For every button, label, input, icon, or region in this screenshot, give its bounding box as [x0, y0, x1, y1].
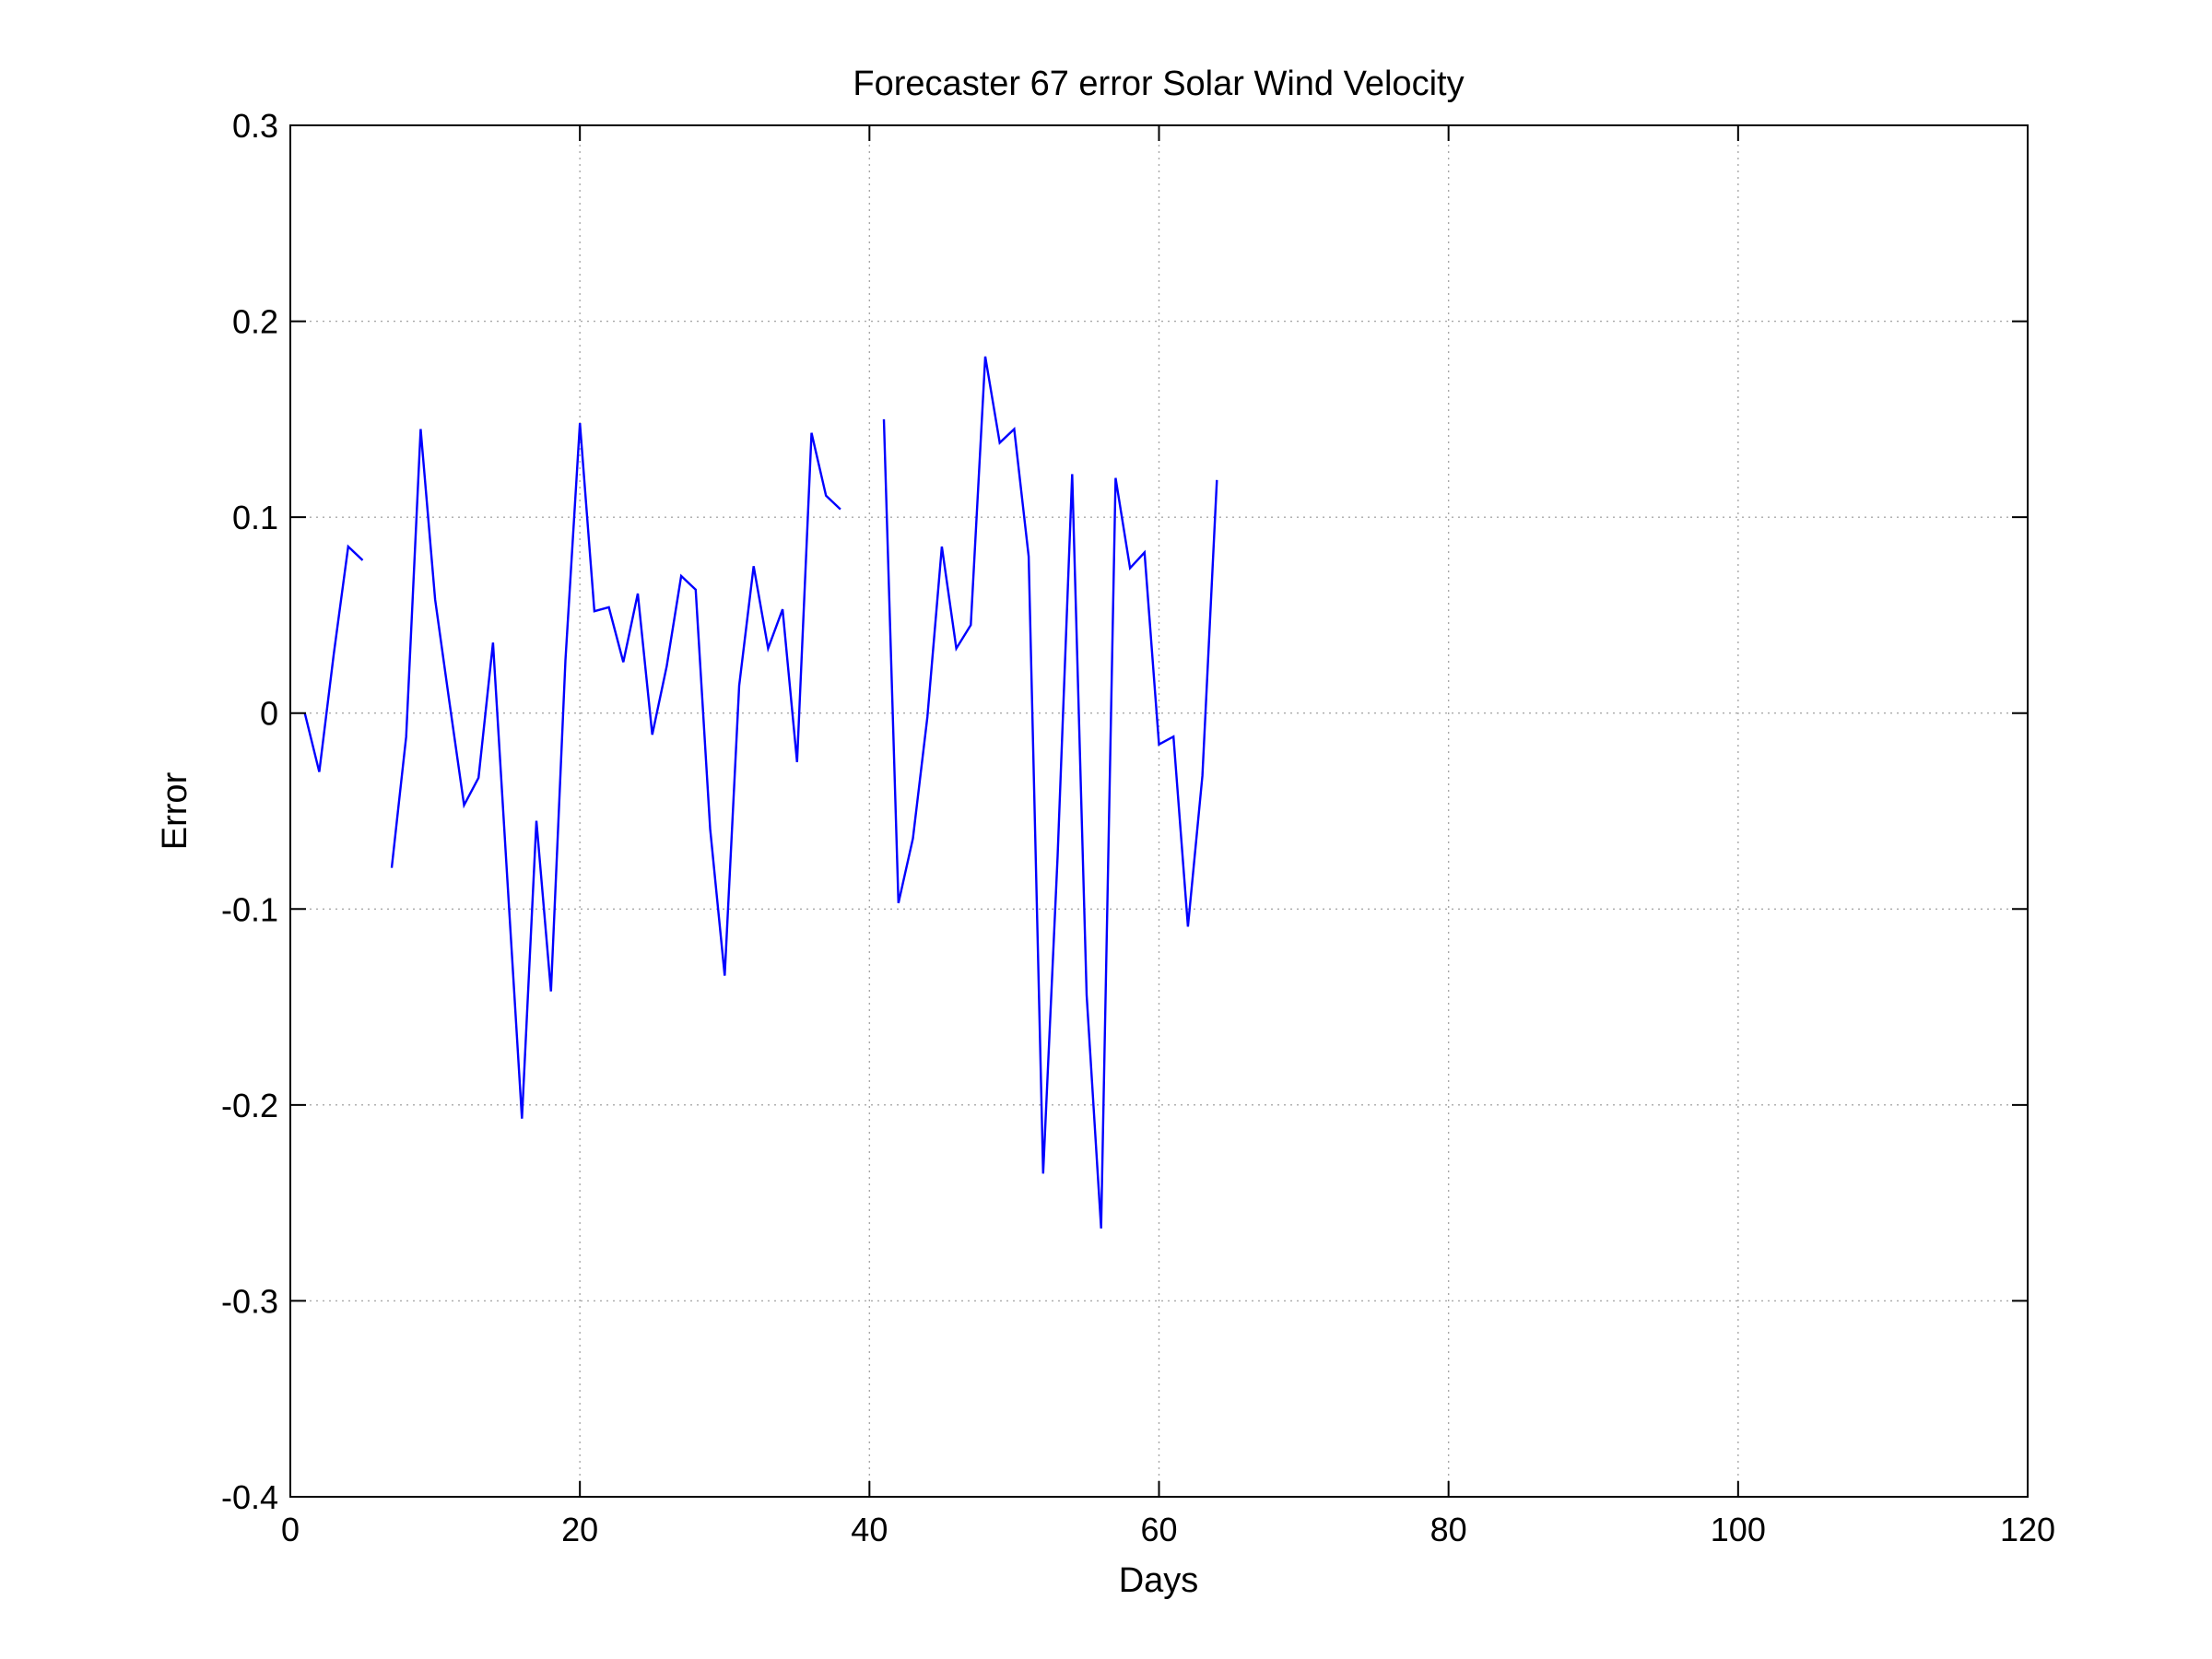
tick-marks — [289, 124, 2029, 1498]
error-line-segment — [882, 356, 1218, 1229]
error-line-segment — [303, 544, 364, 772]
error-line-segment — [390, 423, 841, 1119]
y-tick-label: 0 — [260, 695, 278, 733]
y-tick-label: 0.2 — [232, 303, 278, 341]
x-axis-label: Days — [1119, 1561, 1199, 1600]
y-tick-label: -0.2 — [221, 1087, 278, 1124]
grid-lines — [290, 125, 2028, 1497]
x-tick-label: 60 — [1140, 1511, 1177, 1548]
x-tick-label: 80 — [1430, 1511, 1467, 1548]
x-tick-label: 20 — [561, 1511, 598, 1548]
y-tick-label: -0.3 — [221, 1282, 278, 1320]
x-tick-label: 120 — [2000, 1511, 2055, 1548]
y-tick-label: 0.1 — [232, 499, 278, 536]
y-tick-label: -0.4 — [221, 1478, 278, 1516]
series-group — [303, 356, 1218, 1229]
y-tick-label: -0.1 — [221, 890, 278, 928]
y-tick-labels: -0.4 -0.3 -0.2 -0.1 0 0.1 0.2 0.3 — [221, 107, 278, 1516]
x-tick-labels: 0 20 40 60 80 100 120 — [281, 1511, 2055, 1548]
x-tick-label: 100 — [1711, 1511, 1766, 1548]
y-axis-label: Error — [156, 771, 194, 850]
x-tick-label: 0 — [281, 1511, 300, 1548]
y-tick-label: 0.3 — [232, 107, 278, 145]
x-tick-label: 40 — [851, 1511, 888, 1548]
chart-title: Forecaster 67 error Solar Wind Velocity — [853, 65, 1464, 103]
